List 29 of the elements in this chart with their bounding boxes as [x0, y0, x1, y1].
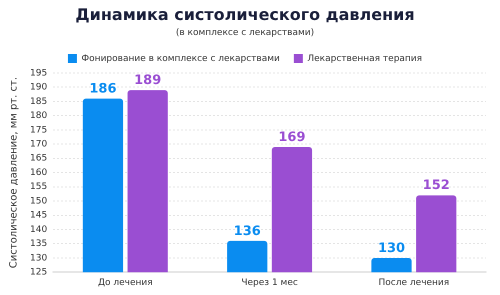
x-tick-label: Через 1 мес: [241, 278, 298, 288]
y-tick-label: 155: [30, 182, 48, 192]
chart-subtitle: (в комплексе с лекарствами): [176, 28, 314, 38]
y-tick-label: 170: [30, 139, 48, 150]
y-tick-label: 195: [30, 68, 48, 78]
y-tick-label: 130: [30, 253, 48, 264]
chart-title: Динамика систолического давления: [75, 4, 415, 24]
data-label: 169: [278, 130, 306, 145]
y-tick-label: 190: [30, 82, 48, 93]
y-tick-label: 125: [30, 268, 48, 278]
y-tick-label: 135: [30, 239, 48, 250]
data-label: 186: [89, 81, 117, 96]
y-tick-label: 185: [30, 96, 48, 107]
y-tick-label: 175: [30, 125, 48, 136]
legend-label: Лекарственная терапия: [307, 54, 422, 64]
y-axis-title: Систолическое давление, мм рт. ст.: [8, 77, 20, 268]
data-label: 130: [378, 240, 406, 256]
data-label: 136: [234, 224, 261, 239]
y-tick-label: 180: [30, 111, 48, 122]
y-tick-label: 145: [30, 210, 48, 221]
y-tick-label: 165: [30, 154, 48, 164]
data-label: 189: [134, 72, 162, 88]
data-label: 152: [422, 178, 450, 194]
legend-label: Фонирование в комплексе с лекарствами: [81, 54, 280, 64]
x-tick-label: После лечения: [378, 278, 450, 288]
x-tick-label: До лечения: [98, 278, 153, 288]
y-tick-label: 150: [30, 196, 48, 206]
y-tick-label: 160: [30, 168, 48, 178]
y-tick-label: 140: [30, 224, 48, 235]
